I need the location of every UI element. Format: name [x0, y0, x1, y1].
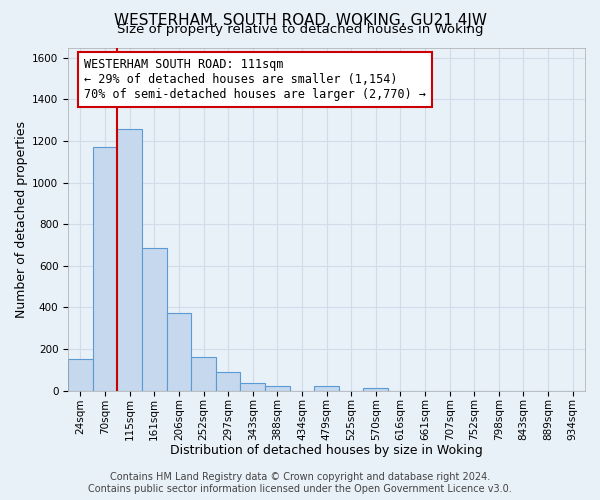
Bar [68, 360, 93, 390]
Bar [364, 388, 388, 390]
Bar [118, 128, 142, 390]
Text: WESTERHAM SOUTH ROAD: 111sqm
← 29% of detached houses are smaller (1,154)
70% of: WESTERHAM SOUTH ROAD: 111sqm ← 29% of de… [83, 58, 425, 101]
Bar [216, 372, 241, 390]
Bar [93, 148, 118, 390]
Bar [241, 384, 265, 390]
Bar [142, 248, 167, 390]
X-axis label: Distribution of detached houses by size in Woking: Distribution of detached houses by size … [170, 444, 483, 458]
Text: Contains HM Land Registry data © Crown copyright and database right 2024.
Contai: Contains HM Land Registry data © Crown c… [88, 472, 512, 494]
Text: Size of property relative to detached houses in Woking: Size of property relative to detached ho… [117, 22, 483, 36]
Y-axis label: Number of detached properties: Number of detached properties [15, 120, 28, 318]
Bar [314, 386, 339, 390]
Bar [167, 312, 191, 390]
Bar [265, 386, 290, 390]
Text: WESTERHAM, SOUTH ROAD, WOKING, GU21 4JW: WESTERHAM, SOUTH ROAD, WOKING, GU21 4JW [113, 12, 487, 28]
Bar [191, 358, 216, 390]
